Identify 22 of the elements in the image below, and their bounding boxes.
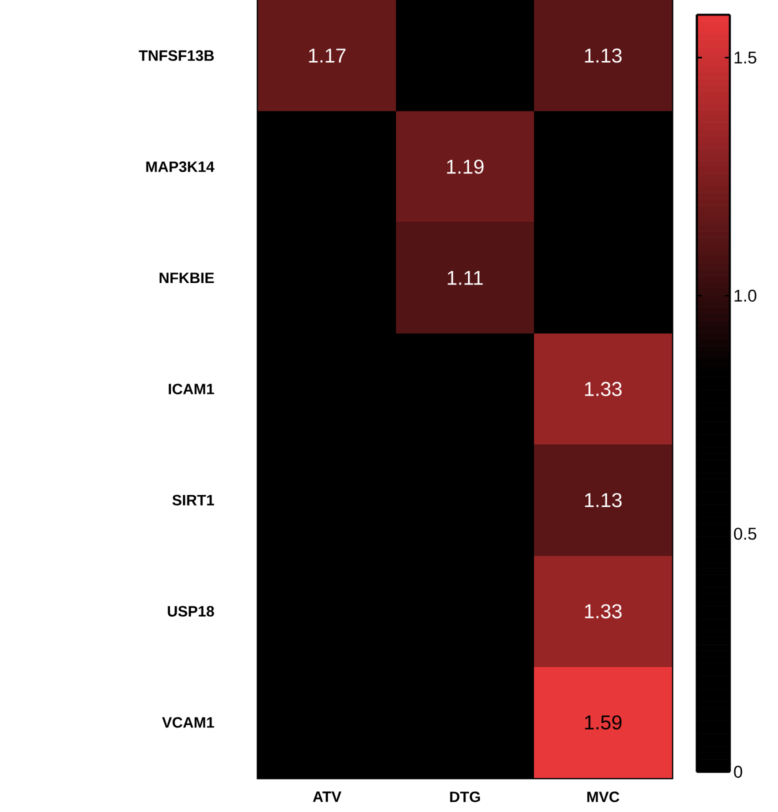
color-bar-label: 1.5 (734, 52, 756, 64)
data-label: 1.13 (585, 48, 622, 63)
y-tick-label: SIRT1 (172, 494, 214, 506)
x-tick-label: MVC (587, 792, 620, 802)
y-tick-label: NFKBIE (160, 272, 214, 284)
data-label: 1.17 (309, 48, 346, 62)
y-tick-label: TNFSF13B (138, 50, 214, 61)
y-tick-label: MAP3K14 (146, 161, 214, 172)
color-bar-label: 0 (734, 766, 742, 778)
y-tick-label: USP18 (168, 606, 214, 617)
color-bar-label: 1.0 (734, 290, 756, 302)
y-tick-label: VCAM1 (162, 717, 214, 728)
data-label: 1.33 (585, 382, 622, 396)
data-label: 1.19 (447, 160, 484, 174)
data-label: 1.11 (448, 270, 483, 285)
data-label: 1.59 (585, 715, 622, 730)
data-label: 1.13 (585, 493, 622, 508)
data-label: 1.33 (585, 604, 622, 618)
x-tick-label: DTG (450, 792, 480, 802)
x-tick-label: ATV (312, 792, 342, 802)
y-tick-label: ICAM1 (168, 384, 214, 394)
color-bar-label: 0.5 (734, 528, 756, 540)
